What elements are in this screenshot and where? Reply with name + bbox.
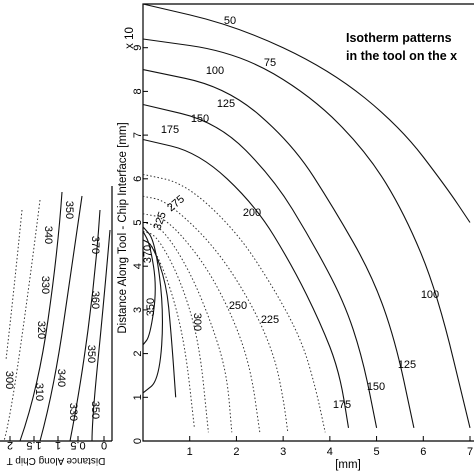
right-x-axis-label: [mm] xyxy=(335,459,361,471)
isotherm-150 xyxy=(142,138,350,428)
right-isotherm-lines xyxy=(142,3,471,433)
y-tick-label: 5 xyxy=(132,219,144,225)
left-isotherm-lines xyxy=(3,191,111,442)
left-isotherm-label-310: 310 xyxy=(33,383,45,401)
y-tick-label: 6 xyxy=(132,176,144,182)
right-plot-frame xyxy=(142,3,474,442)
isotherm-label-100: 100 xyxy=(421,289,439,301)
left-isotherm-label-340: 340 xyxy=(42,226,54,244)
left-isotherm-line xyxy=(5,209,23,361)
x-tick-label: 2 xyxy=(233,446,239,458)
left-x-tick-label: 0.5 xyxy=(70,439,85,451)
y-tick-label: 7 xyxy=(132,132,144,138)
right-plot: 5075100125150175200275325370350300250225… xyxy=(117,3,474,471)
left-isotherm-label-360: 360 xyxy=(89,291,101,309)
right-y-axis-label: Distance Along Tool - Chip Interface [mm… xyxy=(117,122,129,333)
isotherm-label-150: 150 xyxy=(367,381,385,393)
left-isotherm-line xyxy=(91,229,111,442)
isotherm-label-250: 250 xyxy=(229,300,247,312)
isotherm-370 xyxy=(142,230,156,346)
left-plot: 350 340 330 320 310 300 340 350 360 370 350 330 0 0.… xyxy=(0,186,113,466)
isotherm-label-325: 325 xyxy=(151,210,169,231)
left-isotherm-line xyxy=(39,195,83,442)
y-tick-label: 1 xyxy=(132,394,144,400)
isotherm-label-275: 275 xyxy=(165,193,187,214)
x-tick-label: 7 xyxy=(467,446,473,458)
isotherm-label-370: 370 xyxy=(142,245,154,263)
isotherm-label-350: 350 xyxy=(145,298,157,316)
left-isotherm-label-330: 330 xyxy=(67,403,79,421)
isotherm-275 xyxy=(142,230,209,433)
isotherm-225 xyxy=(142,213,261,433)
isotherm-label-150: 150 xyxy=(191,113,209,125)
left-isotherm-label-320: 320 xyxy=(35,321,47,339)
left-isotherm-labels: 350 340 330 320 310 300 340 350 360 370 350 330 xyxy=(3,201,101,421)
right-y-axis-exponent: x 10 xyxy=(124,27,136,49)
y-tick-label: 4 xyxy=(132,263,144,269)
x-tick-label: 4 xyxy=(327,446,333,458)
isotherm-label-200: 200 xyxy=(243,207,261,219)
left-isotherm-line xyxy=(3,199,41,442)
left-isotherm-label-350: 350 xyxy=(89,401,101,419)
isotherm-label-225: 225 xyxy=(261,314,279,326)
left-isotherm-label-340: 340 xyxy=(55,369,67,387)
isotherm-label-100: 100 xyxy=(206,65,224,77)
isotherm-175 xyxy=(142,173,326,433)
isotherm-350 xyxy=(142,226,164,394)
x-tick-label: 5 xyxy=(374,446,380,458)
isotherm-100 xyxy=(142,69,415,429)
x-tick-label: 1 xyxy=(187,446,193,458)
left-isotherm-label-350: 350 xyxy=(85,345,97,363)
chart-title-line-2: in the tool on the x xyxy=(346,49,457,63)
isotherm-label-125: 125 xyxy=(398,359,416,371)
y-tick-label: 3 xyxy=(132,307,144,313)
left-isotherm-label-300: 300 xyxy=(3,371,15,389)
isotherm-125 xyxy=(142,103,378,429)
left-isotherm-label-350: 350 xyxy=(63,201,75,219)
right-y-axis: 0 1 2 3 4 5 6 7 8 9 xyxy=(132,45,148,444)
isotherm-325 xyxy=(142,239,177,398)
isotherm-75 xyxy=(142,38,471,429)
isotherm-label-50: 50 xyxy=(224,15,236,27)
isotherm-label-125: 125 xyxy=(217,98,235,110)
left-isotherm-line xyxy=(19,191,63,442)
chart-title-line-1: Isotherm patterns xyxy=(346,31,452,45)
left-x-tick-label: 2 xyxy=(7,439,13,451)
left-isotherm-line xyxy=(69,209,101,442)
y-tick-label: 2 xyxy=(132,351,144,357)
isotherm-label-75: 75 xyxy=(264,57,276,69)
y-tick-label: 8 xyxy=(132,88,144,94)
x-tick-label: 3 xyxy=(280,446,286,458)
right-x-axis: 1 2 3 4 5 6 7 xyxy=(187,436,473,458)
left-x-tick-label: 0 xyxy=(101,439,107,451)
isotherm-200 xyxy=(142,195,289,433)
isotherm-label-175: 175 xyxy=(333,399,351,411)
left-isotherm-label-330: 330 xyxy=(39,276,51,294)
left-x-tick-label: 1 xyxy=(55,439,61,451)
isotherm-250 xyxy=(142,222,233,433)
isotherm-label-175: 175 xyxy=(161,124,179,136)
isotherm-300 xyxy=(142,239,195,428)
isotherm-50 xyxy=(142,3,471,223)
isotherm-label-300: 300 xyxy=(191,313,203,331)
left-isotherm-label-370: 370 xyxy=(89,236,101,254)
y-tick-label: 9 xyxy=(132,45,144,51)
x-tick-label: 6 xyxy=(420,446,426,458)
left-x-axis-label: Distance Along Chip T xyxy=(7,455,106,466)
left-x-axis: 0 0.5 1 1.5 2 xyxy=(7,436,107,451)
y-tick-label: 0 xyxy=(132,438,144,444)
left-x-tick-label: 1.5 xyxy=(26,439,41,451)
